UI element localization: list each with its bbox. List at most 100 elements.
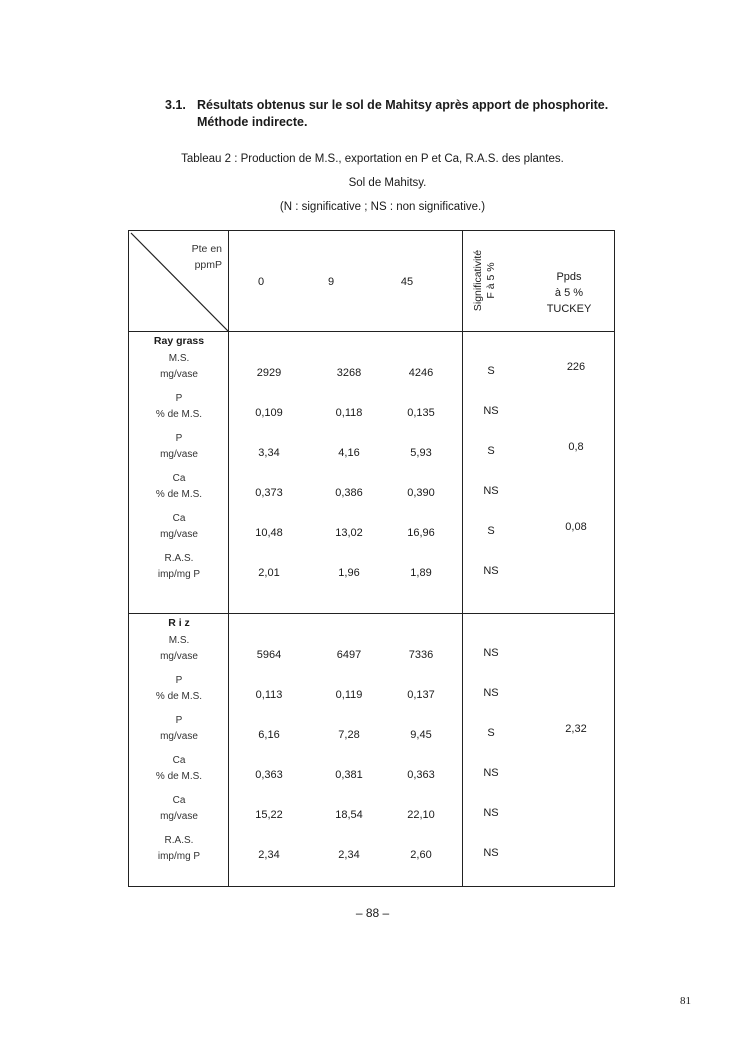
row-label-line2: mg/vase [160,529,198,540]
table-row: Ca % de M.S. 0,363 0,381 0,363 NS [129,751,614,791]
row-label-line1: Ca [172,755,186,766]
signif-value: NS [483,687,499,699]
row-label-line2: mg/vase [160,369,198,380]
row-label-line2: % de M.S. [155,771,203,782]
table-row: Ca mg/vase 10,48 13,02 16,96 S 0,08 [129,509,614,549]
cell-value: 0,137 [407,689,435,701]
row-label-line1: P [175,715,183,726]
table-caption-soil: Sol de Mahitsy. [348,177,427,189]
corner-label: Pte en ppmP [192,241,222,273]
ppds-value: 0,08 [565,521,587,533]
cell-value: 3268 [336,367,362,379]
cell-value: 10,48 [255,527,283,539]
cell-value: 9,45 [410,729,432,741]
row-label-line1: P [175,393,183,404]
cell-value: 2,01 [258,567,280,579]
ppds-value: 226 [566,361,586,373]
table-row: P % de M.S. 0,113 0,119 0,137 NS [129,671,614,711]
group-label: Ray grass [153,335,205,347]
signif-value: S [487,365,495,377]
row-label-line2: % de M.S. [155,489,203,500]
row-label-line1: M.S. [168,353,190,364]
cell-value: 0,386 [335,487,363,499]
cell-value: 15,22 [255,809,283,821]
column-header-9: 9 [327,276,335,288]
row-label: P % de M.S. [129,391,229,423]
cell-value: 0,363 [255,769,283,781]
signif-header-line2: F à 5 % [485,262,497,299]
cell-value: 2,34 [258,849,280,861]
signif-value: NS [483,847,499,859]
header-diagonal [130,232,229,331]
cell-value: 0,363 [407,769,435,781]
row-label: R.A.S. imp/mg P [129,833,229,865]
column-header-45: 45 [400,276,414,288]
table-row: M.S. mg/vase 2929 3268 4246 S 226 [129,349,614,389]
signif-header: Significativité F à 5 % [472,238,498,323]
table-legend: (N : significative ; NS : non significat… [279,201,486,213]
cell-value: 6,16 [258,729,280,741]
row-label: Ca % de M.S. [129,471,229,503]
cell-value: 0,390 [407,487,435,499]
cell-value: 4246 [408,367,434,379]
cell-value: 5,93 [410,447,432,459]
cell-value: 0,113 [255,689,283,701]
cell-value: 2,60 [410,849,432,861]
row-label: Ca % de M.S. [129,753,229,785]
column-header-0: 0 [257,276,265,288]
ppds-value: 0,8 [568,441,584,453]
table-row: Ca % de M.S. 0,373 0,386 0,390 NS [129,469,614,509]
cell-value: 4,16 [338,447,360,459]
signif-value: NS [483,647,499,659]
cell-value: 0,381 [335,769,363,781]
row-label-line1: Ca [172,795,186,806]
row-label-line1: R.A.S. [164,553,194,564]
row-label: Ca mg/vase [129,511,229,543]
pdf-page-number: 81 [680,995,691,1007]
cell-value: 0,118 [335,407,363,419]
cell-value: 22,10 [407,809,435,821]
cell-value: 7,28 [338,729,360,741]
ppds-value: 2,32 [565,723,587,735]
signif-value: NS [483,405,499,417]
cell-value: 5964 [256,649,282,661]
table-row: R.A.S. imp/mg P 2,01 1,96 1,89 NS [129,549,614,589]
row-label-line1: R.A.S. [164,835,194,846]
signif-value: NS [483,767,499,779]
signif-value: NS [483,807,499,819]
row-label: P % de M.S. [129,673,229,705]
cell-value: 7336 [408,649,434,661]
row-label-line2: % de M.S. [155,409,203,420]
row-label: M.S. mg/vase [129,633,229,665]
cell-value: 13,02 [335,527,363,539]
row-label-line1: Ca [172,473,186,484]
cell-value: 0,135 [407,407,435,419]
row-label-line2: imp/mg P [157,569,201,580]
row-label: R.A.S. imp/mg P [129,551,229,583]
cell-value: 6497 [336,649,362,661]
signif-header-line1: Significativité [472,249,484,312]
section-number: 3.1. [165,98,186,112]
ppds-header-line1: Ppds [556,271,582,283]
ppds-header: Ppds à 5 % TUCKEY [524,269,614,317]
row-label-line2: imp/mg P [157,851,201,862]
table-row: M.S. mg/vase 5964 6497 7336 NS [129,631,614,671]
group-label: R i z [168,617,190,629]
table-row: R.A.S. imp/mg P 2,34 2,34 2,60 NS [129,831,614,871]
corner-label-line1: Pte en [191,243,222,255]
signif-value: S [487,727,495,739]
table-caption: Tableau 2 : Production de M.S., exportat… [181,153,564,165]
row-label-line1: Ca [172,513,186,524]
signif-value: NS [483,485,499,497]
table-row: P % de M.S. 0,109 0,118 0,135 NS [129,389,614,429]
ppds-header-line3: TUCKEY [546,303,592,315]
cell-value: 18,54 [335,809,363,821]
cell-value: 1,89 [410,567,432,579]
row-label-line2: mg/vase [160,449,198,460]
row-label-line2: mg/vase [160,811,198,822]
row-label: M.S. mg/vase [129,351,229,383]
results-table: Pte en ppmP 0 9 45 Significativité F à 5… [128,230,615,887]
